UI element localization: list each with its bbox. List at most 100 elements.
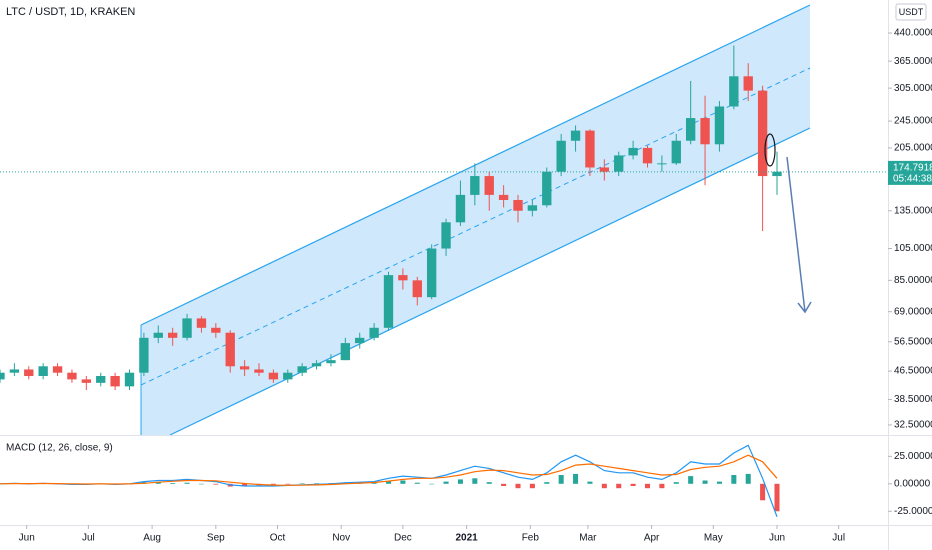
- x-tick-label: Apr: [644, 533, 660, 544]
- x-tick-label: Mar: [579, 533, 597, 544]
- x-tick-label: Jul: [82, 533, 95, 544]
- histogram-bar: [515, 483, 521, 489]
- candle-body: [729, 76, 739, 107]
- y-tick-label: 440.00000: [894, 28, 932, 39]
- histogram-bar: [414, 482, 420, 484]
- y-tick-label: 205.00000: [894, 143, 932, 154]
- candle-body: [657, 163, 667, 165]
- histogram-bar: [702, 480, 708, 484]
- candle-body: [311, 363, 322, 367]
- y-tick-label: 245.00000: [894, 116, 932, 127]
- x-tick-label: 2021: [455, 533, 478, 544]
- x-tick-label: Dec: [394, 533, 412, 544]
- y-tick-label: 365.00000: [894, 56, 932, 67]
- candle-body: [484, 176, 494, 195]
- x-tick-label: Nov: [332, 533, 350, 544]
- histogram-bar: [601, 483, 607, 489]
- price-channel: [140, 4, 811, 436]
- candle-body: [570, 130, 581, 141]
- histogram-bar: [760, 483, 766, 501]
- histogram-bar: [472, 478, 478, 484]
- x-tick-label: Sep: [207, 533, 225, 544]
- candle-body: [225, 332, 235, 367]
- candle-body: [628, 147, 638, 156]
- histogram-bar: [774, 483, 780, 512]
- candle-body: [369, 327, 379, 338]
- candle-body: [527, 205, 538, 211]
- histogram-bar: [486, 482, 492, 484]
- candle-body: [383, 275, 394, 328]
- candle-body: [757, 90, 768, 177]
- candle-body: [714, 106, 725, 145]
- x-tick-label: Feb: [522, 533, 540, 544]
- candle-body: [585, 130, 595, 168]
- histogram-bar: [314, 483, 320, 484]
- candle-body: [167, 332, 178, 338]
- chart-title: LTC / USDT, 1D, KRAKEN: [6, 6, 135, 18]
- arrow-head: [797, 301, 812, 314]
- candle-body: [67, 372, 77, 380]
- histogram-bar: [184, 482, 190, 484]
- candle-body: [211, 327, 221, 333]
- candle-body: [398, 275, 408, 281]
- candle-body: [110, 376, 120, 387]
- candle-body: [642, 147, 653, 164]
- macd-title: MACD (12, 26, close, 9): [6, 443, 113, 454]
- channel-upper: [140, 4, 811, 326]
- y-tick-label: 69.00000: [894, 306, 932, 317]
- histogram-bar: [457, 479, 463, 484]
- y-tick-label: 38.50000: [894, 394, 932, 405]
- candle-body: [340, 343, 351, 361]
- y-tick-label: -25.00000: [894, 506, 932, 517]
- candle-body: [52, 366, 63, 373]
- y-tick-label: 305.00000: [894, 83, 932, 94]
- histogram-bar: [716, 481, 722, 484]
- histogram-bar: [659, 483, 665, 489]
- histogram-bar: [587, 481, 593, 484]
- candle-body: [599, 167, 610, 172]
- candle-body: [0, 372, 5, 380]
- circle-annotation: [764, 133, 776, 167]
- histogram-bar: [385, 481, 392, 484]
- histogram-bar: [558, 475, 564, 484]
- candle-body: [38, 366, 48, 377]
- histogram-bar: [270, 483, 276, 485]
- histogram-bar: [242, 483, 248, 487]
- histogram-bar: [443, 481, 449, 484]
- x-tick-label: Jun: [19, 533, 35, 544]
- channel-middle: [140, 67, 811, 386]
- candle-body: [671, 140, 681, 164]
- histogram-bar: [429, 483, 435, 485]
- histogram-bar: [213, 483, 219, 485]
- histogram-bar: [745, 473, 751, 484]
- annotations: [764, 133, 812, 314]
- histogram-bar: [616, 483, 622, 489]
- histogram-bar: [371, 482, 377, 484]
- candle-body: [542, 171, 552, 206]
- candle-body: [772, 171, 782, 177]
- histogram-bar: [501, 483, 507, 486]
- histogram-bar: [155, 482, 161, 484]
- currency-label: USDT: [899, 7, 924, 17]
- x-tick-label: Jun: [769, 533, 785, 544]
- candle-body: [139, 337, 149, 373]
- candle-body: [513, 199, 523, 211]
- candle-body: [685, 118, 696, 141]
- candle-body: [268, 372, 279, 380]
- histogram-bar: [630, 483, 636, 486]
- candle-body: [124, 372, 135, 387]
- candle-body: [441, 222, 451, 249]
- macd-line: [0, 454, 778, 486]
- countdown-label: 05:44:38: [893, 174, 932, 185]
- candle-body: [24, 369, 34, 377]
- channel-fill: [141, 5, 810, 435]
- candle-body: [412, 280, 422, 298]
- candle-body: [96, 376, 106, 383]
- candle-body: [283, 372, 293, 380]
- last-price-tag: [888, 160, 932, 185]
- x-tick-label: Aug: [143, 533, 161, 544]
- candle-body: [254, 369, 264, 373]
- candle-body: [81, 379, 92, 383]
- histogram-bar: [170, 483, 176, 484]
- currency-button[interactable]: [895, 3, 927, 21]
